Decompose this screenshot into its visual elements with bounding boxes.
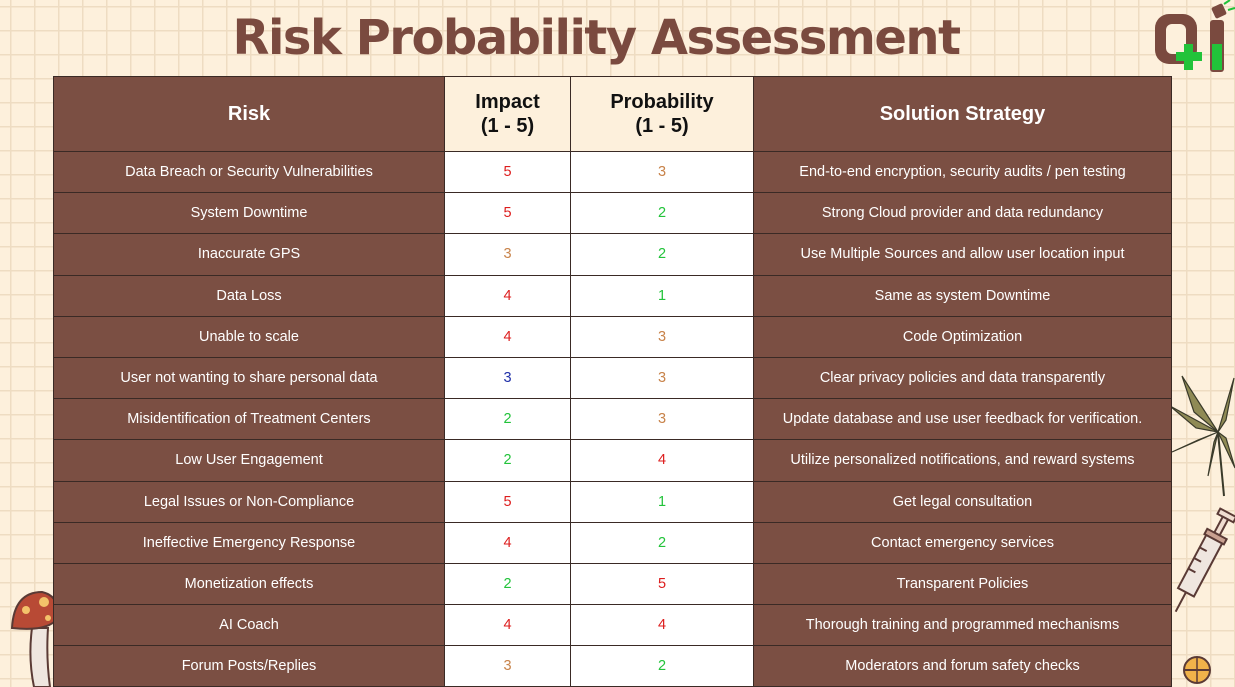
- probability-cell: 4: [570, 439, 754, 482]
- table-row: AI Coach 4 4 Thorough training and programm…: [53, 604, 1172, 647]
- probability-cell: 2: [570, 645, 754, 687]
- header-probability: Probability (1 - 5): [570, 76, 754, 152]
- probability-cell: 3: [570, 315, 754, 358]
- impact-cell: 2: [444, 439, 571, 482]
- leaf-icon: [1169, 375, 1235, 497]
- strategy-cell: End-to-end encryption, security audits /…: [753, 150, 1172, 194]
- table-row: Inaccurate GPS 3 2 Use Multiple Sources and…: [53, 233, 1172, 276]
- header-impact-scale: (1 - 5): [480, 115, 535, 137]
- probability-cell: 3: [570, 150, 754, 194]
- risk-cell: Inaccurate GPS: [53, 233, 445, 276]
- risk-cell: AI Coach: [53, 604, 445, 647]
- impact-cell: 5: [444, 480, 571, 523]
- risk-cell: User not wanting to share personal data: [53, 356, 445, 400]
- risk-cell: Forum Posts/Replies: [53, 645, 445, 687]
- impact-cell: 2: [444, 398, 571, 441]
- strategy-cell: Update database and use user feedback fo…: [753, 398, 1172, 441]
- header-solution-strategy: Solution Strategy: [753, 76, 1172, 152]
- impact-cell: 3: [444, 233, 571, 276]
- risk-cell: Ineffective Emergency Response: [53, 521, 445, 564]
- impact-cell: 4: [444, 604, 571, 647]
- strategy-cell: Utilize personalized notifications, and …: [753, 439, 1172, 482]
- table-row: Ineffective Emergency Response 4 2 Contact …: [53, 521, 1172, 564]
- impact-cell: 5: [444, 150, 571, 194]
- strategy-cell: Use Multiple Sources and allow user loca…: [753, 233, 1172, 276]
- probability-cell: 1: [570, 274, 754, 317]
- risk-cell: Low User Engagement: [53, 439, 445, 482]
- strategy-cell: Contact emergency services: [753, 521, 1172, 564]
- risk-cell: Data Breach or Security Vulnerabilities: [53, 150, 445, 194]
- probability-cell: 4: [570, 604, 754, 647]
- probability-cell: 1: [570, 480, 754, 523]
- strategy-cell: Code Optimization: [753, 315, 1172, 358]
- table-header-row: Risk Impact (1 - 5) Probability (1 - 5) …: [53, 76, 1172, 152]
- table-row: Low User Engagement 2 4 Utilize personalize…: [53, 439, 1172, 482]
- risk-cell: Legal Issues or Non-Compliance: [53, 480, 445, 523]
- table-row: Unable to scale 4 3 Code Optimization: [53, 315, 1172, 358]
- header-probability-label: Probability: [610, 91, 714, 113]
- header-impact-label: Impact: [475, 91, 540, 113]
- risk-cell: System Downtime: [53, 192, 445, 235]
- impact-cell: 4: [444, 274, 571, 317]
- risk-cell: Misidentification of Treatment Centers: [53, 398, 445, 441]
- impact-cell: 2: [444, 562, 571, 606]
- risk-cell: Data Loss: [53, 274, 445, 317]
- probability-cell: 3: [570, 356, 754, 400]
- header-risk: Risk: [53, 76, 445, 152]
- probability-cell: 2: [570, 192, 754, 235]
- syringe-icon: [1174, 507, 1235, 613]
- strategy-cell: Thorough training and programmed mechani…: [753, 604, 1172, 647]
- risk-assessment-table: Risk Impact (1 - 5) Probability (1 - 5) …: [53, 76, 1172, 687]
- strategy-cell: Moderators and forum safety checks: [753, 645, 1172, 687]
- impact-cell: 4: [444, 315, 571, 358]
- table-row: User not wanting to share personal data 3…: [53, 356, 1172, 400]
- strategy-cell: Clear privacy policies and data transpar…: [753, 356, 1172, 400]
- impact-cell: 3: [444, 356, 571, 400]
- risk-cell: Monetization effects: [53, 562, 445, 606]
- app-logo-icon: [1155, 0, 1235, 72]
- strategy-cell: Get legal consultation: [753, 480, 1172, 523]
- probability-cell: 5: [570, 562, 754, 606]
- table-row: Misidentification of Treatment Centers 2 3…: [53, 398, 1172, 441]
- header-impact: Impact (1 - 5): [444, 76, 571, 152]
- table-row: Data Loss 4 1 Same as system Downtime: [53, 274, 1172, 317]
- page-title: Risk Probability Assessment: [232, 10, 961, 66]
- coin-icon: [1183, 656, 1211, 684]
- probability-cell: 3: [570, 398, 754, 441]
- table-row: Forum Posts/Replies 3 2 Moderators and foru…: [53, 645, 1172, 687]
- table-row: System Downtime 5 2 Strong Cloud provider a…: [53, 192, 1172, 235]
- mushroom-icon: [10, 590, 58, 687]
- header-probability-scale: (1 - 5): [635, 115, 689, 137]
- probability-cell: 2: [570, 521, 754, 564]
- strategy-cell: Strong Cloud provider and data redundanc…: [753, 192, 1172, 235]
- impact-cell: 3: [444, 645, 571, 687]
- table-row: Monetization effects 2 5 Transparent Polici…: [53, 562, 1172, 606]
- risk-cell: Unable to scale: [53, 315, 445, 358]
- table-row: Data Breach or Security Vulnerabilities 5…: [53, 150, 1172, 194]
- impact-cell: 5: [444, 192, 571, 235]
- strategy-cell: Same as system Downtime: [753, 274, 1172, 317]
- impact-cell: 4: [444, 521, 571, 564]
- probability-cell: 2: [570, 233, 754, 276]
- table-row: Legal Issues or Non-Compliance 5 1 Get lega…: [53, 480, 1172, 523]
- strategy-cell: Transparent Policies: [753, 562, 1172, 606]
